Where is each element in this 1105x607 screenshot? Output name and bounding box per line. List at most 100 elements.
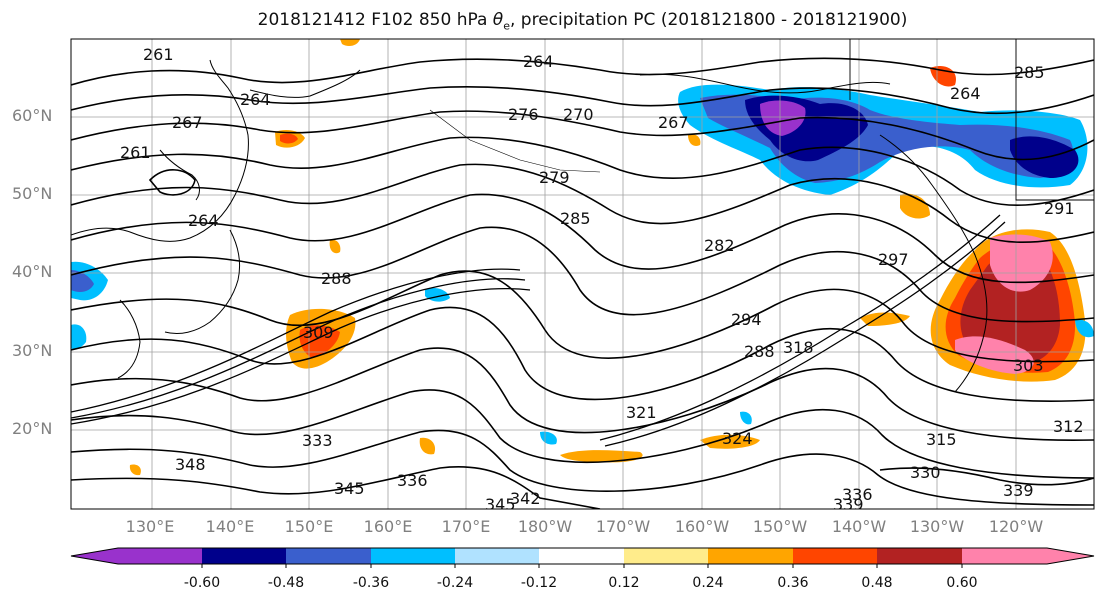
colorbar-segment [371, 548, 455, 564]
contour-line [879, 467, 1094, 486]
colorbar-segment [202, 548, 286, 564]
contour-line [71, 110, 1094, 161]
colorbar-extend-low [71, 548, 118, 564]
coastlines [71, 39, 1094, 393]
lon-label: 130°W [909, 517, 965, 536]
contour-closed [148, 169, 196, 196]
colorbar-tick-label: 0.60 [946, 575, 978, 591]
colorbar-tick-label: 0.12 [608, 575, 640, 591]
contour-line [71, 429, 1094, 506]
precip-positive-region [688, 134, 701, 146]
colorbar-tick-label: -0.12 [520, 575, 558, 591]
colorbar-segment [793, 548, 877, 564]
contour-label: 261 [143, 45, 174, 64]
contour-label: 267 [172, 113, 203, 132]
contour-line [71, 163, 1094, 244]
contour-line [71, 136, 1094, 206]
coast-korea [117, 299, 141, 379]
map-title: 2018121412 F102 850 hPa θe, precipitatio… [0, 10, 1105, 32]
colorbar-segment [624, 548, 708, 564]
contour-line [71, 193, 1094, 284]
graticule [71, 39, 1094, 509]
colorbar-segment [962, 548, 1047, 564]
lon-label: 140°E [205, 517, 255, 536]
precip-positive-strongest [990, 234, 1053, 292]
aleutian-islands [429, 109, 601, 173]
contour-label: 336 [842, 485, 873, 504]
coast-kamchatka [249, 69, 361, 98]
contour-label: 279 [539, 168, 570, 187]
contour-line [71, 389, 1094, 479]
contour-label: 297 [878, 250, 909, 269]
contour-label: 264 [950, 84, 981, 103]
precip-negative-region [540, 431, 557, 445]
coast-asia [71, 59, 249, 242]
precip-positive-strong [299, 325, 340, 358]
precip-positive-strong [280, 133, 298, 144]
contour-label: 294 [731, 310, 762, 329]
lon-label: 170°E [441, 517, 491, 536]
lon-label: 140°W [831, 517, 887, 536]
contour-label: 264 [523, 52, 554, 71]
coast-north-america [879, 134, 988, 393]
colorbar-tick-label: -0.36 [352, 575, 390, 591]
precip-positive-region [900, 193, 930, 219]
contour-line [71, 57, 1094, 86]
map-frame [70, 38, 1095, 510]
precip-negative-strong [71, 270, 94, 292]
contour-label: 330 [910, 463, 941, 482]
contour-label: 285 [1014, 63, 1045, 82]
title-suffix: , precipitation PC (2018121800 - 2018121… [509, 10, 908, 30]
lat-label-50n: 50°N [12, 184, 53, 203]
contour-label: 336 [397, 471, 428, 490]
colorbar-extend-high [1047, 548, 1094, 564]
precip-negative-region [71, 324, 87, 350]
lon-label: 160°E [363, 517, 413, 536]
contour-line-tight [71, 278, 526, 419]
colorbar-tick-label: 0.48 [861, 575, 893, 591]
contour-label: 345 [334, 479, 365, 498]
colorbar-segment [118, 548, 202, 564]
lat-label-60n: 60°N [12, 106, 53, 125]
lon-label: 120°W [988, 517, 1044, 536]
contour-line [71, 270, 1094, 363]
colorbar [70, 547, 1095, 568]
contour-line-tight [71, 268, 521, 413]
contour-labels: 264 261 264 267 261 264 264 270 276 267 … [120, 45, 1084, 514]
colorbar-tick-label: 0.36 [777, 575, 809, 591]
contour-label: 339 [833, 495, 864, 514]
contour-label: 288 [321, 269, 352, 288]
coast-japan [164, 229, 241, 335]
contour-label: 324 [722, 429, 753, 448]
title-prefix: 2018121412 F102 850 hPa [257, 10, 493, 30]
contour-label: 288 [744, 342, 775, 361]
precipitation-shading [71, 39, 1094, 476]
precip-positive-region [419, 437, 436, 455]
contour-label: 285 [560, 209, 591, 228]
contour-label: 309 [303, 323, 334, 342]
theta-symbol: θ [492, 10, 504, 30]
contour-label: 339 [1003, 481, 1034, 500]
contour-line-tight [599, 214, 1001, 441]
border-canada-us [1015, 39, 1094, 201]
precip-positive-region [129, 464, 141, 476]
lon-label: 150°E [284, 517, 334, 536]
lon-label: 170°W [595, 517, 651, 536]
precip-positive-region [329, 239, 341, 254]
theta-e-contours [71, 57, 1094, 509]
contour-label: 261 [120, 143, 151, 162]
contour-label: 303 [1013, 356, 1044, 375]
lat-label-40n: 40°N [12, 262, 53, 281]
precip-negative-region [740, 411, 752, 425]
precip-positive-region [560, 450, 643, 463]
contour-label: 270 [563, 105, 594, 124]
lat-label-20n: 20°N [12, 419, 53, 438]
contour-line-tight [71, 288, 531, 425]
contour-label: 264 [240, 90, 271, 109]
colorbar-segment [708, 548, 793, 564]
lon-label: 180°W [517, 517, 573, 536]
lat-label-30n: 30°N [12, 341, 53, 360]
contour-label: 312 [1053, 417, 1084, 436]
